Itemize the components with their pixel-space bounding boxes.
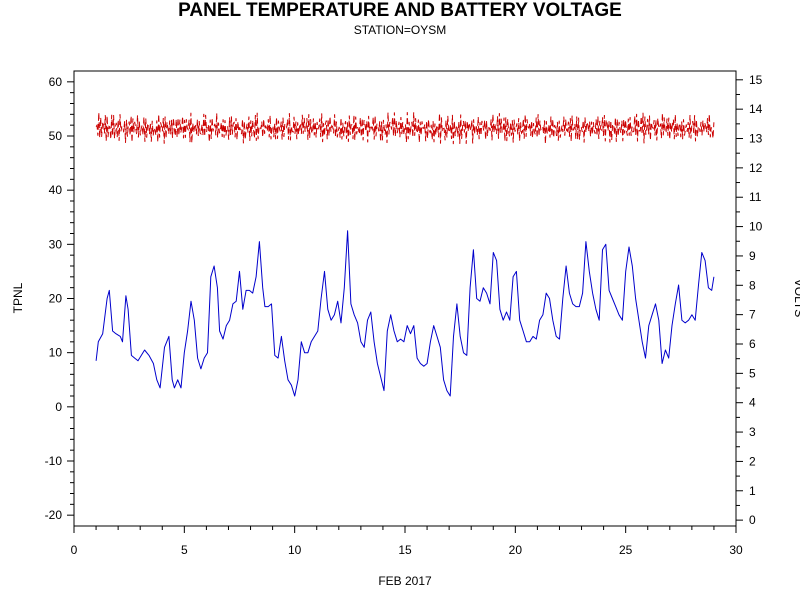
y2-tick-label: 10 [749,220,763,234]
y2-tick-label: 12 [749,161,763,175]
y2-tick-label: 14 [749,102,763,116]
y2-axis-label: VOLTS [792,279,800,317]
series-0-line [95,230,715,397]
y2-tick-label: 7 [749,308,756,322]
x-tick-label: 5 [181,543,188,557]
y2-tick-label: 8 [749,278,756,292]
y2-tick-label: 13 [749,132,763,146]
y2-tick-label: 11 [749,190,762,204]
x-tick-label: 20 [509,543,523,557]
y-tick-label: 20 [49,292,63,306]
series-1-line [95,112,715,145]
series-layer [95,112,715,397]
x-axis: 0 5 10 15 20 25 30 [71,526,743,557]
x-tick-label: 15 [398,543,412,557]
chart-subtitle: STATION=OYSM [353,23,447,37]
y2-tick-label: 1 [749,484,756,498]
y2-tick-label: 3 [749,425,756,439]
y-axis-left: -20 -10 0 10 20 30 40 50 60 [45,75,74,522]
y2-tick-label: 5 [749,366,756,380]
y2-tick-label: 4 [749,396,756,410]
plot-frame [73,70,737,527]
x-tick-label: 30 [729,543,743,557]
x-tick-label: 0 [71,543,78,557]
y-tick-label: -10 [45,454,63,468]
y-axis-label: TPNL [11,282,25,313]
y2-tick-label: 9 [749,249,756,263]
y2-tick-label: 0 [749,513,756,527]
y2-tick-label: 2 [749,454,756,468]
y-tick-label: 60 [49,75,63,89]
y-tick-label: 0 [55,400,62,414]
y-tick-label: 50 [49,129,63,143]
y-tick-label: 40 [49,183,63,197]
y-tick-label: 10 [49,346,63,360]
y2-tick-label: 15 [749,73,763,87]
y-tick-label: 30 [49,237,63,251]
x-axis-label: FEB 2017 [378,574,432,588]
x-tick-label: 25 [619,543,633,557]
x-tick-label: 10 [288,543,302,557]
y2-tick-label: 6 [749,337,756,351]
chart-title: PANEL TEMPERATURE AND BATTERY VOLTAGE [178,0,622,21]
y-tick-label: -20 [45,508,63,522]
